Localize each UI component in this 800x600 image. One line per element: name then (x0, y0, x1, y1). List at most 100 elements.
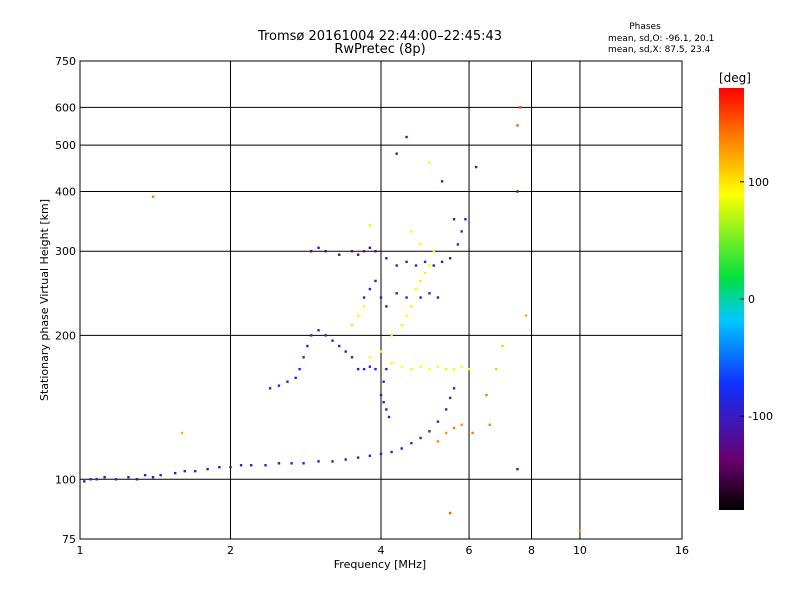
data-points (83, 106, 582, 533)
x-tick-label: 8 (528, 544, 535, 557)
data-point (516, 467, 519, 471)
data-point (382, 400, 385, 404)
data-point (151, 476, 155, 479)
data-point (306, 344, 309, 348)
data-point (379, 296, 383, 299)
data-point (379, 350, 383, 353)
data-point (290, 462, 293, 465)
data-point (344, 458, 347, 461)
data-point (368, 224, 372, 227)
data-point (488, 423, 491, 427)
data-point (419, 365, 422, 368)
data-point (135, 478, 139, 481)
data-point (277, 462, 281, 465)
stats-o-line: mean, sd,O: -96.1, 20.1 (608, 34, 714, 44)
y-tick-label: 500 (55, 139, 76, 152)
x-tick-label: 16 (675, 544, 689, 557)
data-point (419, 279, 422, 283)
data-point (414, 264, 418, 267)
x-axis-label: Frequency [MHz] (334, 558, 426, 571)
data-point (400, 365, 403, 368)
data-point (419, 296, 422, 299)
y-tick-label: 300 (55, 245, 76, 258)
data-point (379, 452, 383, 456)
data-point (277, 384, 281, 387)
data-point (385, 257, 388, 260)
data-point (428, 430, 431, 433)
data-point (173, 471, 177, 475)
grid (79, 60, 683, 540)
data-point (395, 292, 398, 295)
colorbar-label: [deg] (719, 71, 751, 85)
data-point (410, 230, 413, 233)
data-point (405, 314, 408, 317)
stats-x-line: mean, sd,X: 87.5, 23.4 (608, 45, 711, 55)
data-point (428, 292, 431, 295)
data-point (379, 393, 383, 397)
data-point (419, 436, 422, 440)
data-point (474, 165, 478, 169)
data-point (206, 467, 209, 471)
colorbar-tick-label: -100 (748, 410, 773, 423)
y-ticks: 75 100 200 300 400 500 600 750 (55, 55, 76, 546)
data-point (419, 243, 422, 246)
data-point (385, 367, 388, 371)
data-point (444, 431, 448, 435)
data-point (464, 218, 467, 221)
y-axis-label: Stationary phase Virtual Height [km] (38, 199, 51, 401)
y-tick-label: 75 (62, 533, 76, 546)
colorbar-gradient (719, 88, 744, 510)
data-point (356, 253, 360, 256)
chart-title: Tromsø 20161004 22:44:00–22:45:43 (257, 29, 502, 44)
data-point (432, 250, 435, 253)
data-point (368, 356, 372, 359)
data-point (356, 367, 360, 371)
data-point (460, 365, 463, 368)
data-point (436, 365, 440, 368)
data-point (452, 387, 456, 390)
x-tick-label: 4 (378, 544, 385, 557)
data-point (143, 473, 147, 477)
data-point (362, 305, 366, 308)
data-point (264, 464, 267, 467)
data-point (400, 447, 403, 450)
data-point (83, 480, 86, 483)
data-point (362, 250, 366, 253)
data-point (229, 465, 232, 469)
data-point (467, 367, 471, 371)
data-point (368, 365, 372, 368)
data-point (440, 260, 444, 264)
colorbar-ticks: -100 0 100 (740, 176, 773, 423)
data-point (414, 287, 418, 291)
data-point (114, 478, 118, 481)
data-point (436, 420, 440, 423)
data-point (390, 334, 393, 337)
data-point (578, 529, 582, 533)
data-point (385, 305, 388, 308)
data-point (302, 356, 305, 359)
data-point (405, 260, 408, 264)
data-point (286, 380, 289, 383)
data-point (302, 462, 305, 465)
data-point (338, 253, 341, 256)
data-point (151, 195, 155, 198)
data-point (444, 367, 448, 371)
data-point (410, 305, 413, 308)
data-point (331, 339, 334, 342)
data-point (423, 260, 427, 264)
data-point (495, 367, 498, 371)
data-point (294, 376, 297, 380)
data-point (390, 450, 393, 454)
data-point (159, 473, 162, 477)
data-point (456, 243, 460, 246)
colorbar: [deg] -100 0 100 (719, 71, 773, 510)
data-point (519, 106, 522, 109)
data-point (331, 460, 334, 463)
data-point (516, 124, 519, 127)
data-point (405, 135, 408, 139)
data-point (368, 287, 372, 291)
x-tick-label: 2 (227, 544, 234, 557)
data-point (385, 408, 388, 411)
data-point (436, 440, 440, 443)
data-point (268, 387, 272, 390)
